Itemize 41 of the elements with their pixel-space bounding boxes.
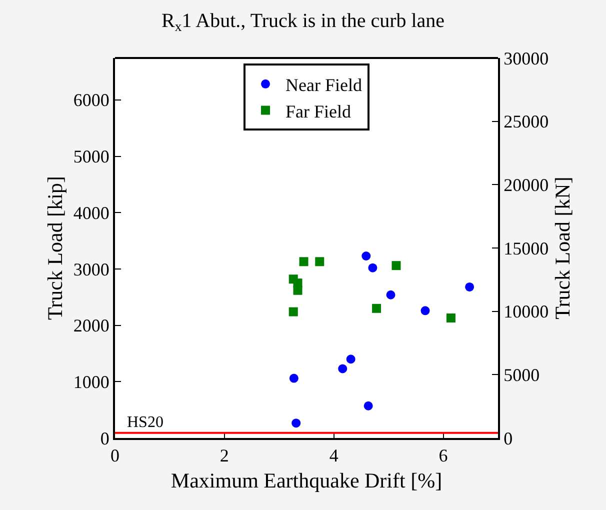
point — [364, 401, 373, 410]
point — [346, 354, 356, 364]
legend-label: Far Field — [286, 101, 351, 122]
point — [292, 418, 301, 428]
point — [299, 257, 308, 266]
point — [315, 257, 324, 266]
y-tick-label: 1000 — [73, 372, 110, 392]
y2-tick-label: 25000 — [504, 112, 549, 132]
point — [368, 263, 378, 272]
y-tick-label: 2000 — [73, 316, 110, 336]
y-tick-label: 5000 — [73, 146, 110, 167]
y-tick-label: 4000 — [73, 202, 110, 223]
point — [293, 286, 302, 295]
point — [338, 364, 348, 374]
point — [289, 374, 298, 383]
x-axis-title: Maximum Earthquake Drift [%] — [170, 468, 442, 492]
point — [420, 306, 430, 316]
x-tick-label: 4 — [329, 446, 338, 466]
legend-label: Near Field — [286, 74, 362, 95]
y2-axis-title: Truck Load [kN] — [550, 176, 575, 320]
y-tick-label: 6000 — [73, 90, 110, 110]
y2-tick-label: 30000 — [504, 48, 549, 68]
chart-title: R$_{x}$1 Abut., Truck is in the curb lane — [161, 10, 445, 35]
point — [288, 307, 298, 316]
ref-line-label: HS20 — [127, 414, 164, 431]
point — [465, 282, 474, 292]
x-tick-label: 2 — [220, 446, 229, 466]
y-tick-label: 0 — [100, 428, 110, 448]
x-tick-label: 6 — [438, 446, 448, 466]
y2-tick-label: 0 — [504, 428, 513, 448]
y-tick-label: 3000 — [73, 259, 110, 280]
y2-tick-label: 5000 — [504, 364, 540, 385]
y2-tick-label: 10000 — [504, 302, 549, 322]
point — [362, 252, 371, 260]
y2-tick-label: 20000 — [504, 174, 549, 195]
point — [446, 313, 456, 322]
point — [372, 304, 382, 313]
point — [386, 290, 396, 300]
y-axis-title: Truck Load [kip] — [43, 176, 67, 320]
point — [392, 261, 401, 270]
y2-tick-label: 15000 — [504, 238, 549, 258]
